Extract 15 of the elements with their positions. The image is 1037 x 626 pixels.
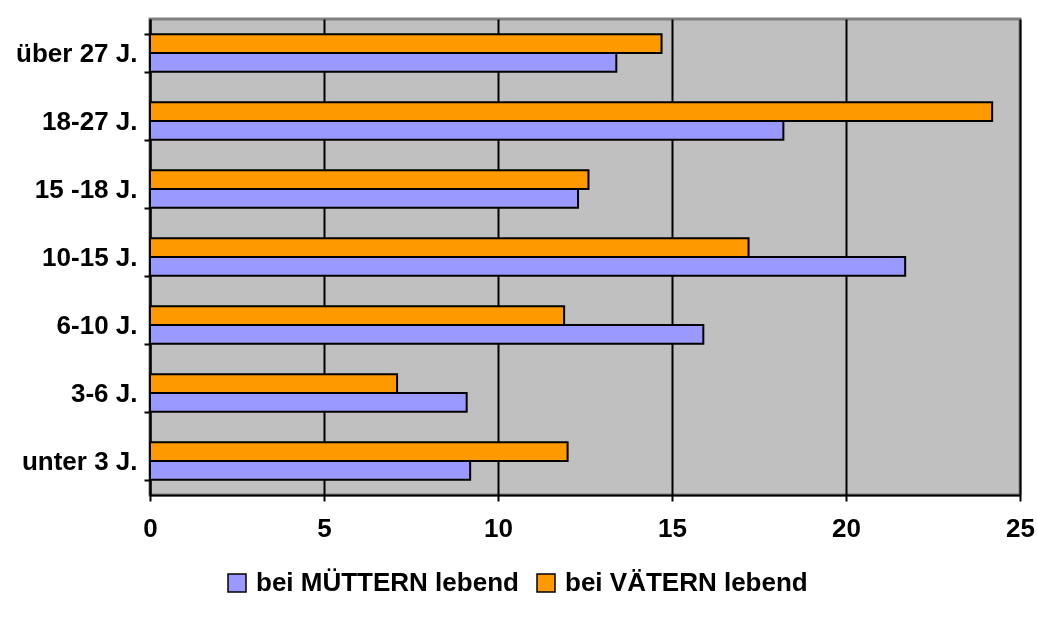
- y-tick-label: 15 -18 J.: [34, 173, 138, 204]
- y-tick-label: 6-10 J.: [56, 309, 138, 340]
- x-tick-label: 5: [317, 512, 332, 543]
- x-tick-label: 15: [658, 512, 687, 543]
- x-tick-label: 25: [1006, 512, 1035, 543]
- y-tick-label: 10-15 J.: [42, 241, 138, 272]
- x-tick-label: 20: [832, 512, 861, 543]
- x-tick-label: 0: [143, 512, 158, 543]
- y-tick-label: 18-27 J.: [42, 105, 138, 136]
- x-tick-label: 10: [484, 512, 513, 543]
- y-tick-label: über 27 J.: [16, 37, 138, 68]
- y-tick-label: unter 3 J.: [21, 445, 138, 476]
- legend-label: bei VÄTERN lebend: [565, 567, 808, 597]
- y-tick-label: 3-6 J.: [71, 377, 138, 408]
- legend-label: bei MÜTTERN lebend: [256, 567, 519, 597]
